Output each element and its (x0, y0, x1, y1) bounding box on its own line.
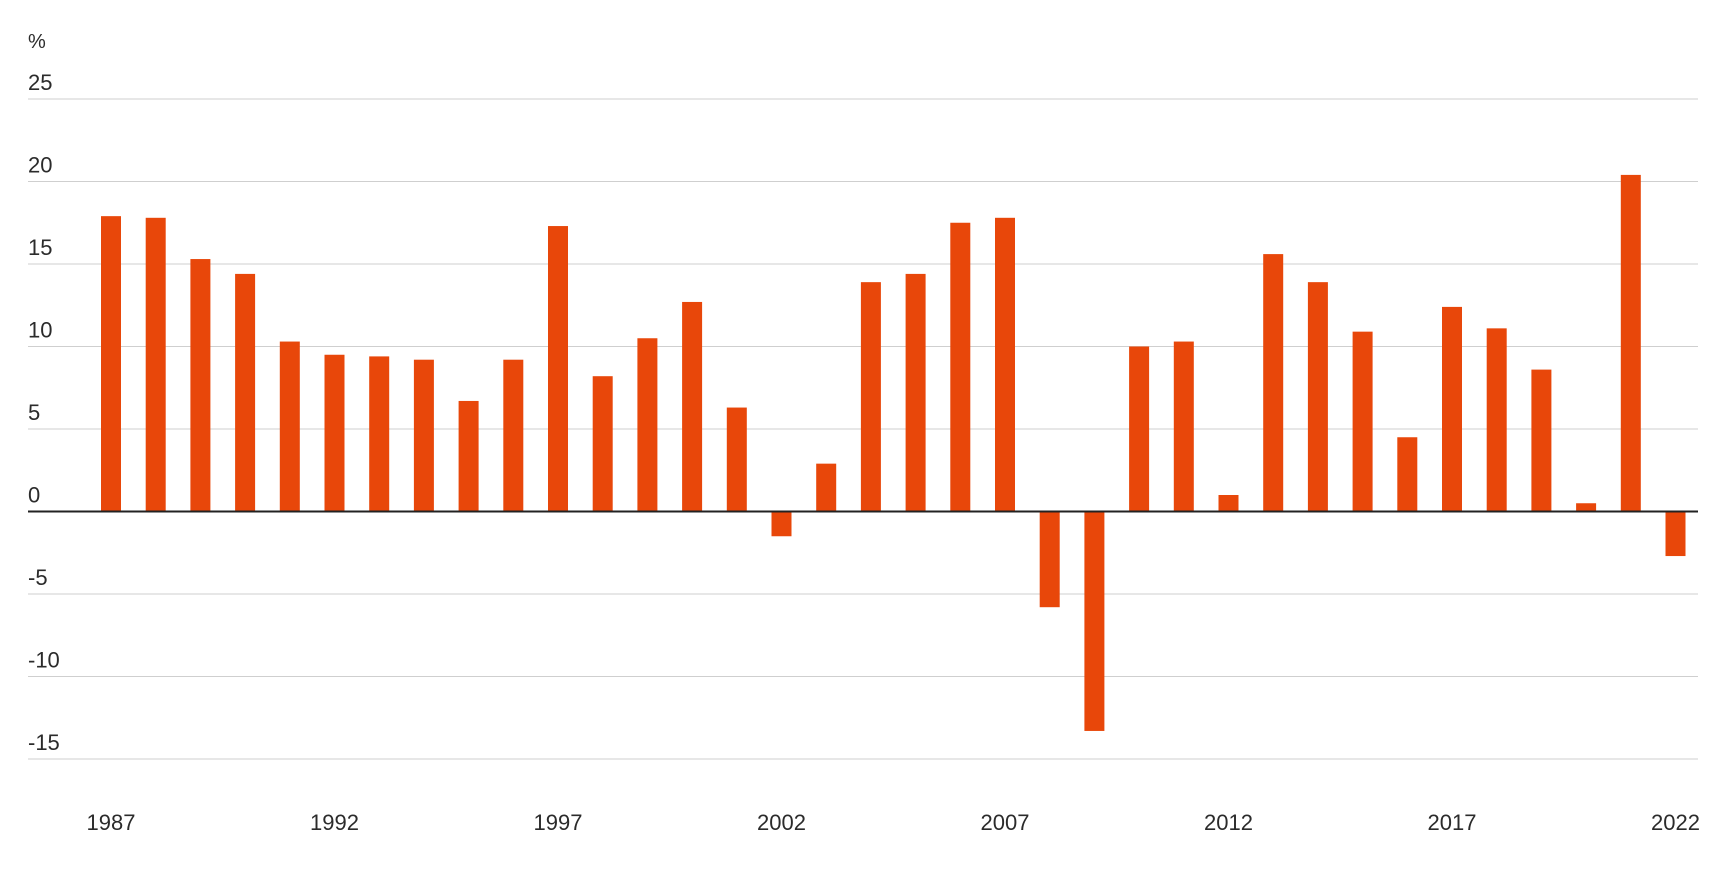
bar-2019 (1531, 369, 1552, 512)
y-tick-label: 0 (28, 483, 40, 508)
x-axis-tick-labels: 1987 1992 1997 2002 2007 2012 2017 2022 (87, 810, 1700, 835)
bar-1994 (413, 359, 434, 512)
bar-2011 (1173, 341, 1194, 512)
y-tick-label: 10 (28, 318, 52, 343)
bar-2008 (1039, 511, 1060, 608)
y-tick-label: 5 (28, 400, 40, 425)
bar-2016 (1397, 437, 1418, 512)
x-tick-label: 1987 (87, 810, 136, 835)
x-tick-label: 1992 (310, 810, 359, 835)
bars (101, 174, 1686, 731)
y-axis-unit-label: % (28, 31, 46, 53)
bar-1996 (503, 359, 524, 512)
bar-2015 (1352, 331, 1373, 512)
bar-1993 (369, 356, 390, 512)
bar-1987 (101, 216, 121, 512)
bar-1999 (637, 338, 658, 512)
bar-1997 (548, 226, 568, 512)
bar-2009 (1084, 511, 1105, 731)
x-tick-label: 2002 (757, 810, 806, 835)
bar-1992 (324, 354, 345, 512)
bar-1990 (235, 273, 256, 512)
bar-1988 (145, 217, 166, 512)
bar-2012 (1218, 495, 1239, 512)
bar-2000 (682, 301, 703, 512)
y-tick-label: 15 (28, 235, 52, 260)
bar-2010 (1129, 346, 1150, 512)
bar-1989 (190, 259, 211, 512)
y-tick-label: 25 (28, 70, 52, 95)
bar-2021 (1620, 174, 1641, 512)
y-axis-tick-labels: 25 20 15 10 5 0 -5 -10 -15 (28, 70, 60, 755)
bar-2007 (995, 217, 1015, 512)
bar-2017 (1442, 306, 1462, 512)
y-tick-label: -10 (28, 648, 60, 673)
bar-2014 (1307, 282, 1328, 512)
bar-1998 (592, 376, 613, 512)
bar-2002 (771, 511, 792, 537)
bar-2006 (950, 222, 971, 512)
y-tick-label: 20 (28, 153, 52, 178)
x-tick-label: 2007 (981, 810, 1030, 835)
y-tick-label: -15 (28, 730, 60, 755)
bar-1991 (279, 341, 300, 512)
bar-2001 (726, 407, 747, 512)
bar-1995 (458, 400, 479, 512)
x-tick-label: 2022 (1651, 810, 1700, 835)
bar-2013 (1263, 254, 1284, 512)
bar-2022 (1665, 511, 1686, 557)
x-tick-label: 2017 (1428, 810, 1477, 835)
bar-2018 (1486, 328, 1507, 512)
bar-2003 (816, 463, 837, 512)
bar-2005 (905, 273, 926, 512)
x-tick-label: 1997 (534, 810, 583, 835)
x-tick-label: 2012 (1204, 810, 1253, 835)
bar-2004 (860, 282, 881, 512)
bar-2020 (1576, 503, 1597, 512)
y-tick-label: -5 (28, 565, 48, 590)
